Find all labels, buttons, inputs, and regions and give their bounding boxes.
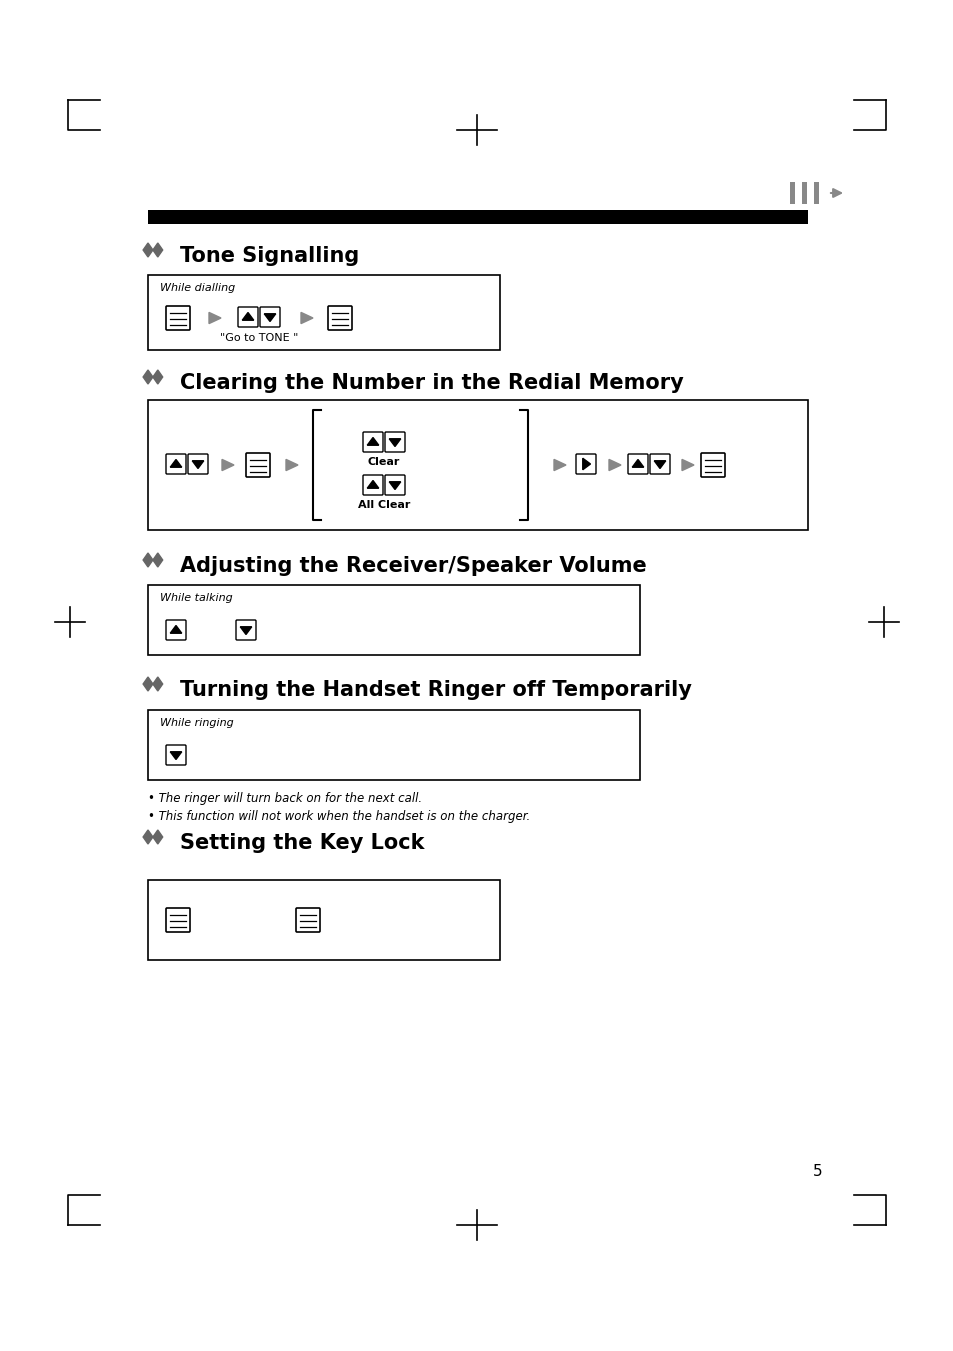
- FancyBboxPatch shape: [166, 454, 186, 474]
- Bar: [801, 182, 806, 204]
- Text: All Clear: All Clear: [357, 500, 410, 509]
- FancyBboxPatch shape: [649, 454, 669, 474]
- Polygon shape: [389, 482, 400, 489]
- Bar: [148, 400, 807, 530]
- Text: Clear: Clear: [368, 457, 399, 467]
- Polygon shape: [367, 481, 378, 488]
- Polygon shape: [222, 459, 233, 470]
- FancyBboxPatch shape: [295, 908, 319, 932]
- Polygon shape: [240, 627, 252, 635]
- FancyBboxPatch shape: [260, 307, 280, 327]
- Text: Turning the Handset Ringer off Temporarily: Turning the Handset Ringer off Temporari…: [180, 680, 691, 700]
- Polygon shape: [143, 677, 152, 690]
- FancyBboxPatch shape: [576, 454, 596, 474]
- FancyBboxPatch shape: [166, 908, 190, 932]
- Polygon shape: [143, 370, 152, 384]
- FancyBboxPatch shape: [700, 453, 724, 477]
- Polygon shape: [242, 312, 253, 320]
- FancyBboxPatch shape: [363, 432, 382, 453]
- FancyBboxPatch shape: [166, 620, 186, 640]
- Polygon shape: [170, 626, 182, 634]
- Polygon shape: [681, 459, 693, 470]
- Polygon shape: [152, 243, 163, 257]
- Polygon shape: [152, 830, 163, 844]
- Text: 5: 5: [812, 1165, 821, 1179]
- Polygon shape: [170, 751, 182, 759]
- Polygon shape: [209, 312, 221, 324]
- Polygon shape: [152, 370, 163, 384]
- Text: While ringing: While ringing: [160, 717, 233, 728]
- Bar: [789, 182, 794, 204]
- Text: Clearing the Number in the Redial Memory: Clearing the Number in the Redial Memory: [180, 373, 683, 393]
- FancyBboxPatch shape: [328, 305, 352, 330]
- Polygon shape: [554, 459, 565, 470]
- Polygon shape: [608, 459, 620, 470]
- Polygon shape: [389, 439, 400, 446]
- Polygon shape: [264, 313, 275, 322]
- FancyBboxPatch shape: [246, 453, 270, 477]
- FancyBboxPatch shape: [627, 454, 647, 474]
- FancyBboxPatch shape: [188, 454, 208, 474]
- FancyBboxPatch shape: [363, 476, 382, 494]
- Polygon shape: [582, 458, 590, 470]
- Polygon shape: [654, 461, 665, 469]
- FancyBboxPatch shape: [385, 432, 405, 453]
- Bar: [148, 209, 807, 224]
- Polygon shape: [152, 553, 163, 567]
- Bar: [148, 585, 639, 655]
- Bar: [148, 276, 499, 350]
- FancyBboxPatch shape: [166, 744, 186, 765]
- Polygon shape: [301, 312, 313, 324]
- Polygon shape: [632, 459, 643, 467]
- FancyBboxPatch shape: [385, 476, 405, 494]
- Bar: [148, 711, 639, 780]
- FancyBboxPatch shape: [166, 305, 190, 330]
- Polygon shape: [367, 438, 378, 446]
- Text: • The ringer will turn back on for the next call.: • The ringer will turn back on for the n…: [148, 792, 421, 805]
- Text: Setting the Key Lock: Setting the Key Lock: [180, 834, 424, 852]
- Polygon shape: [143, 243, 152, 257]
- Text: While talking: While talking: [160, 593, 233, 603]
- Text: Tone Signalling: Tone Signalling: [180, 246, 359, 266]
- FancyBboxPatch shape: [235, 620, 255, 640]
- Bar: [813, 182, 818, 204]
- Text: Adjusting the Receiver/Speaker Volume: Adjusting the Receiver/Speaker Volume: [180, 557, 646, 576]
- Text: While dialling: While dialling: [160, 282, 235, 293]
- FancyBboxPatch shape: [237, 307, 257, 327]
- Polygon shape: [143, 830, 152, 844]
- Polygon shape: [170, 459, 182, 467]
- Text: • This function will not work when the handset is on the charger.: • This function will not work when the h…: [148, 811, 530, 823]
- Polygon shape: [193, 461, 204, 469]
- Polygon shape: [143, 553, 152, 567]
- Polygon shape: [286, 459, 297, 470]
- Polygon shape: [152, 677, 163, 690]
- Bar: [148, 880, 499, 961]
- Text: "Go to TONE ": "Go to TONE ": [219, 332, 298, 343]
